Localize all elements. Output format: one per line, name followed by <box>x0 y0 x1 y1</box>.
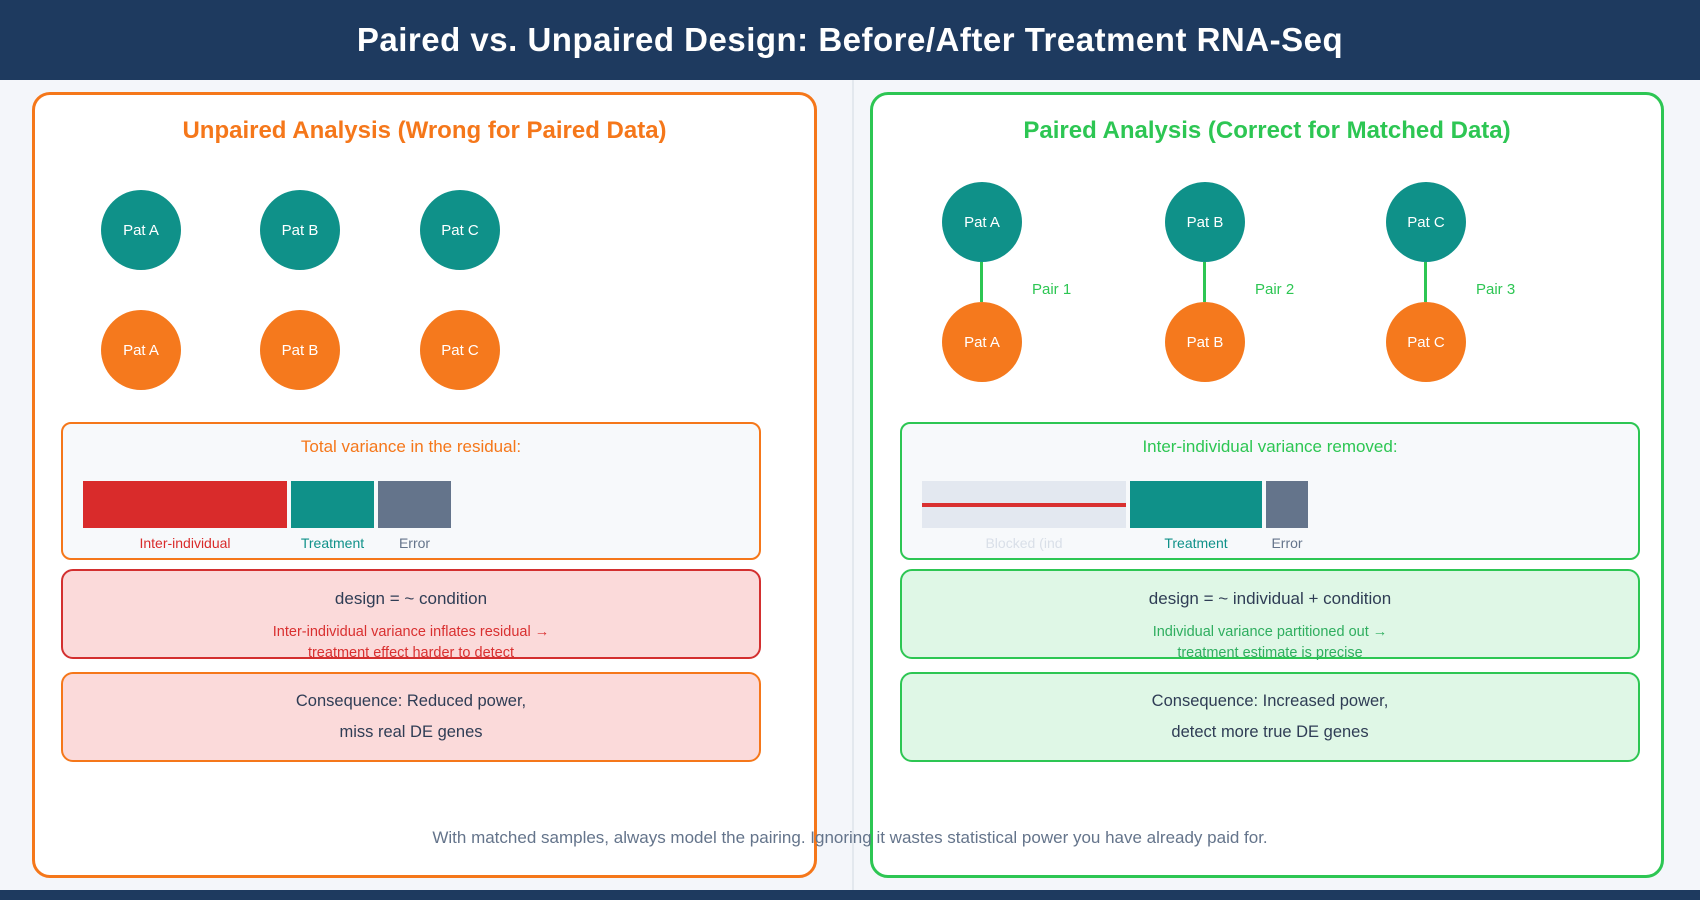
treatment-bar-label: Treatment <box>300 535 365 551</box>
paired-before-circle: Pat A <box>942 182 1022 262</box>
variance-bar-error: Error <box>378 481 451 551</box>
unpaired-consequence-box: Consequence: Reduced power, miss real DE… <box>61 672 761 762</box>
before-sample-circle: Pat C <box>420 190 500 270</box>
variance-bar-inter-individual: Inter-individual <box>83 481 287 551</box>
unpaired-variance-bars: Inter-individual Treatment Error <box>83 481 451 551</box>
unpaired-formula-note: Inter-individual variance inflates resid… <box>63 622 759 664</box>
paired-variance-box: Inter-individual variance removed: Block… <box>900 422 1640 560</box>
unpaired-consequence-line1: Consequence: Reduced power, <box>295 692 527 710</box>
paired-formula-note-line2: treatment estimate is precise <box>1177 645 1363 661</box>
after-sample-circle: Pat B <box>260 310 340 390</box>
treatment-bar <box>1130 481 1262 528</box>
variance-bar-blocked: Blocked (ind <box>922 481 1126 551</box>
pair-connector-line <box>1203 262 1206 302</box>
variance-bar-treatment: Treatment <box>1130 481 1262 551</box>
before-sample-circle: Pat A <box>101 190 181 270</box>
inter-individual-bar <box>83 481 287 528</box>
paired-after-circle: Pat C <box>1386 302 1466 382</box>
variance-bar-treatment: Treatment <box>291 481 374 551</box>
blocked-bar <box>922 481 1126 528</box>
unpaired-formula-note-line1: Inter-individual variance inflates resid… <box>272 624 550 640</box>
paired-consequence-box: Consequence: Increased power, detect mor… <box>900 672 1640 762</box>
error-bar <box>378 481 451 528</box>
blocked-bar-label: Blocked (ind <box>985 535 1063 551</box>
pair-label: Pair 3 <box>1476 281 1516 298</box>
footer-takeaway-note: With matched samples, always model the p… <box>432 828 1268 847</box>
bottom-bar <box>0 890 1700 900</box>
paired-variance-title: Inter-individual variance removed: <box>1142 437 1398 456</box>
before-sample-circle: Pat B <box>260 190 340 270</box>
unpaired-variance-title: Total variance in the residual: <box>300 437 522 456</box>
paired-consequence-line1: Consequence: Increased power, <box>1151 692 1389 710</box>
after-sample-circle: Pat A <box>101 310 181 390</box>
unpaired-formula-box: design = ~ condition Inter-individual va… <box>61 569 761 661</box>
paired-formula-note-line1: Individual variance partitioned out → <box>1152 624 1388 640</box>
unpaired-consequence-line2: miss real DE genes <box>339 723 483 741</box>
error-bar <box>1266 481 1308 528</box>
treatment-bar-label: Treatment <box>1164 535 1228 551</box>
unpaired-variance-box: Total variance in the residual: Inter-in… <box>61 422 761 560</box>
blocked-strikethrough-line <box>922 502 1126 507</box>
variance-bar-error: Error <box>1266 481 1308 551</box>
pair-connector-line <box>980 262 983 302</box>
pair-label: Pair 1 <box>1032 281 1072 298</box>
panel-divider <box>852 80 854 890</box>
header-bar: Paired vs. Unpaired Design: Before/After… <box>0 0 1700 80</box>
pair-label: Pair 2 <box>1255 281 1295 298</box>
unpaired-panel-title: Unpaired Analysis (Wrong for Paired Data… <box>182 117 667 144</box>
paired-consequence-line2: detect more true DE genes <box>1171 723 1369 741</box>
error-bar-label: Error <box>398 535 431 551</box>
pair-connector-line <box>1424 262 1427 302</box>
error-bar-label: Error <box>1271 535 1303 551</box>
paired-design-formula: design = ~ individual + condition <box>1148 589 1392 608</box>
paired-before-circle: Pat B <box>1165 182 1245 262</box>
paired-after-circle: Pat B <box>1165 302 1245 382</box>
unpaired-formula-note-line2: treatment effect harder to detect <box>307 645 515 661</box>
paired-panel-title: Paired Analysis (Correct for Matched Dat… <box>1023 117 1511 144</box>
paired-variance-bars: Blocked (ind Treatment Error <box>922 481 1308 551</box>
page-title: Paired vs. Unpaired Design: Before/After… <box>356 21 1344 58</box>
inter-individual-bar-label: Inter-individual <box>139 535 231 551</box>
paired-formula-note: Individual variance partitioned out → tr… <box>902 622 1638 664</box>
paired-after-circle: Pat A <box>942 302 1022 382</box>
paired-before-circle: Pat C <box>1386 182 1466 262</box>
unpaired-design-formula: design = ~ condition <box>334 589 488 608</box>
treatment-bar <box>291 481 374 528</box>
after-sample-circle: Pat C <box>420 310 500 390</box>
paired-formula-box: design = ~ individual + condition Indivi… <box>900 569 1640 661</box>
